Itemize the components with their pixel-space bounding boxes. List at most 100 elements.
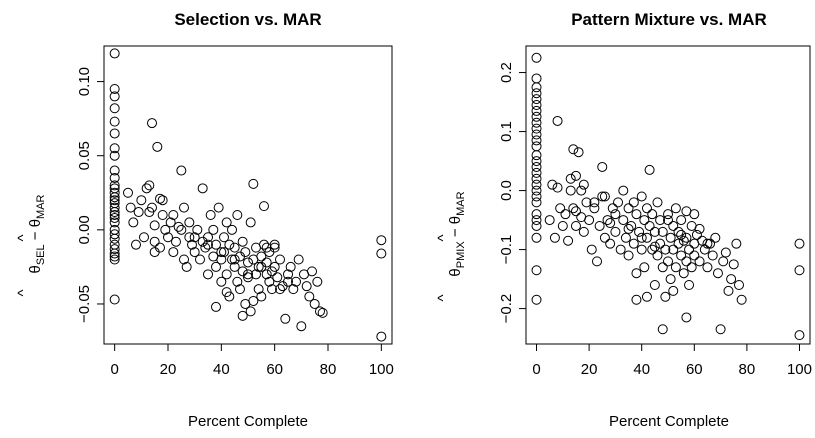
scatter-point [109,294,120,305]
scatter-point [678,268,689,279]
scatter-point [213,202,224,213]
scatter-point [109,229,120,240]
y-axis-label-theta-2: θ [27,219,44,227]
scatter-point [531,173,542,184]
scatter-point [702,262,713,273]
scatter-point [628,238,639,249]
scatter-point [200,242,211,253]
x-axis-label: Percent Complete [609,413,729,430]
scatter-point [173,221,184,232]
scatter-point [253,261,264,272]
scatter-point [660,244,671,255]
scatter-point [647,244,658,255]
scatter-point [109,143,120,154]
scatter-points [531,52,805,341]
y-axis-label-hat-2: ^ [435,234,452,241]
scatter-point [149,220,160,231]
scatter-point [259,201,269,212]
scatter-point [184,232,195,243]
scatter-point [715,324,726,335]
scatter-point [256,261,267,272]
scatter-point [705,238,716,249]
scatter-point [203,232,213,243]
scatter-point [618,215,629,226]
scatter-point [248,296,259,307]
scatter-point [264,276,275,287]
scatter-point [610,226,621,237]
scatter-point [224,239,235,250]
x-tick-label: 0 [110,361,118,378]
scatter-point [227,224,237,235]
x-tick-label: 80 [739,361,756,378]
scatter-point [133,207,144,218]
scatter-point [570,220,581,231]
scatter-point [253,284,264,295]
scatter-point [184,217,195,228]
y-axis-label-theta-1: θ [27,265,44,273]
scatter-point [211,261,221,272]
scatter-point [531,100,542,111]
x-tick-label: 60 [686,361,703,378]
scatter-point [657,262,668,273]
scatter-point [570,170,581,181]
y-axis-label-hat-1: ^ [15,289,32,296]
scatter-point [237,266,248,277]
scatter-point [736,294,747,305]
scatter-point [670,203,681,214]
scatter-point [136,195,147,206]
y-tick-label: 0.10 [76,67,93,96]
scatter-point [531,135,542,146]
x-tick-label: 40 [213,361,230,378]
scatter-point [283,276,293,287]
scatter-point [597,161,608,172]
scatter-point [219,247,229,258]
y-axis-label-sub-1: SEL [35,244,47,265]
scatter-point [531,73,542,84]
scatter-point [644,220,655,231]
scatter-point [673,226,684,237]
scatter-point [144,207,155,218]
scatter-point [229,254,240,265]
chart-selection-vs-mar: Selection vs. MAR 0 20 40 60 80 100 −0.050.00… [15,10,394,430]
scatter-point [665,232,676,243]
scatter-point [552,115,563,126]
scatter-point [171,236,181,247]
y-axis-label-minus: − [27,227,44,244]
scatter-point [187,239,197,250]
scatter-point [652,250,663,261]
chart-title: Pattern Mixture vs. MAR [571,10,767,29]
scatter-point [670,262,681,273]
scatter-point [578,179,589,190]
scatter-point [589,197,600,208]
scatter-point [285,261,296,272]
scatter-point [168,247,179,258]
scatter-point [605,218,616,229]
scatter-point [615,244,626,255]
scatter-point [256,291,267,302]
scatter-point [189,232,200,243]
scatter-point [707,250,718,261]
scatter-point [312,276,323,287]
scatter-point [181,261,192,272]
scatter-point [581,197,592,208]
scatter-point [644,164,655,175]
scatter-point [251,269,261,280]
scatter-point [723,285,734,296]
scatter-point [663,209,673,220]
svg-text:θPMIX − θMAR: θPMIX − θMAR [447,191,467,276]
scatter-point [620,232,631,243]
scatter-point [734,279,744,290]
scatter-point [376,248,387,259]
scatter-point [261,242,272,253]
y-tick-label: 0.0 [498,180,515,201]
scatter-point [531,111,542,122]
scatter-point [261,269,272,280]
scatter-point [636,191,647,202]
scatter-point [663,256,673,267]
scatter-point [531,220,542,231]
y-axis-label: θPMIX − θMAR ^ ^ [435,191,467,301]
scatter-point [157,210,168,221]
scatter-point [125,202,136,213]
scatter-point [211,301,221,312]
